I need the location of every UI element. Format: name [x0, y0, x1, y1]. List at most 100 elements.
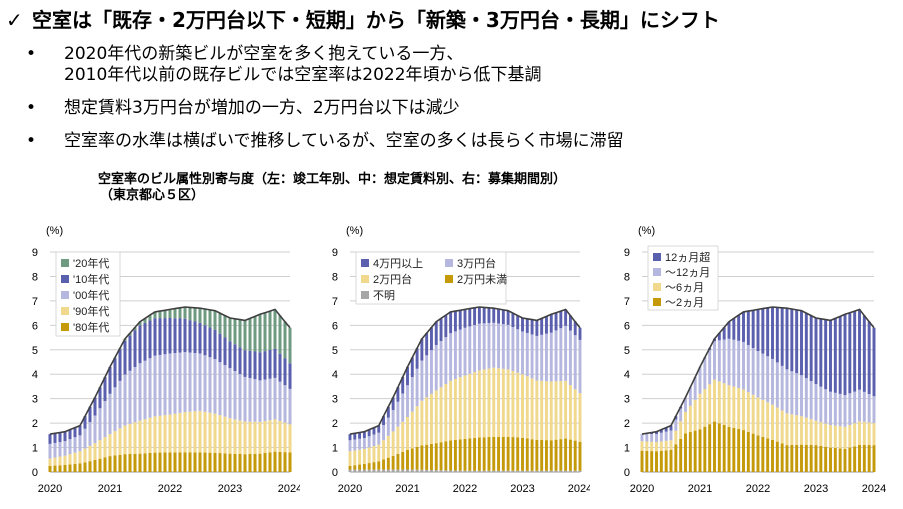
- bar-segment: [434, 470, 438, 472]
- bar-segment: [168, 309, 172, 318]
- bar-segment: [406, 385, 409, 417]
- y-tick-label: 4: [32, 369, 38, 381]
- y-axis-unit-label: (%): [346, 225, 363, 237]
- bar-segment: [751, 348, 755, 395]
- bar-segment: [68, 429, 72, 440]
- bar-segment: [525, 318, 529, 333]
- bar-segment: [578, 327, 582, 340]
- bar-segment: [742, 311, 745, 342]
- bar-segment: [173, 318, 177, 353]
- bar-segment: [549, 314, 553, 333]
- bar-segment: [516, 372, 520, 438]
- bar-segment: [737, 340, 741, 388]
- bar-segment: [862, 391, 866, 422]
- bar-segment: [540, 318, 544, 335]
- x-tick-label: 2021: [395, 483, 419, 495]
- bar-segment: [193, 452, 197, 472]
- bar-segment: [58, 456, 62, 466]
- bar-segment: [73, 452, 77, 464]
- bar-segment: [48, 465, 52, 472]
- bar-segment: [198, 322, 202, 354]
- bar-segment: [439, 318, 443, 342]
- legend-label: 3万円台: [457, 256, 496, 270]
- bar-segment: [771, 404, 774, 440]
- bar-segment: [288, 327, 292, 364]
- bar-segment: [88, 406, 92, 423]
- bar-segment: [545, 381, 548, 441]
- bar-segment: [693, 399, 697, 431]
- bar-segment: [751, 310, 755, 349]
- y-tick-label: 4: [624, 369, 630, 381]
- bar-segment: [742, 430, 745, 472]
- chart-by-vacancy-period: (%) 0 1 2 3 4 5 6 7 8 9 2020 2021 2022 2023 2024 12ヵ月超 ～1…: [624, 225, 886, 495]
- bar-segment: [549, 440, 553, 471]
- bar-segment: [525, 376, 529, 439]
- bar-segment: [722, 425, 726, 472]
- bar-segment: [173, 452, 177, 472]
- bar-segment: [358, 449, 362, 465]
- bar-segment: [506, 324, 510, 370]
- bar-segment: [367, 447, 371, 464]
- bar-segment: [410, 376, 414, 412]
- bar-segment: [506, 436, 510, 471]
- bar-segment: [377, 425, 381, 433]
- bar-segment: [113, 431, 117, 456]
- bar-segment: [258, 453, 262, 472]
- bar-segment: [477, 470, 481, 472]
- bar-segment: [98, 440, 102, 459]
- bar-segment: [708, 349, 712, 385]
- bar-segment: [273, 419, 277, 452]
- bar-segment: [819, 422, 823, 446]
- bar-segment: [415, 446, 419, 470]
- bar-segment: [458, 439, 462, 471]
- bar-segment: [545, 440, 548, 471]
- bar-segment: [761, 308, 765, 354]
- bar-segment: [564, 309, 568, 326]
- bar-segment: [650, 434, 654, 442]
- bar-segment: [525, 470, 529, 472]
- bullet-line: 2020年代の新築ビルが空室を多く抱えている一方、: [64, 44, 464, 64]
- bar-segment: [708, 384, 712, 425]
- bar-segment: [233, 453, 237, 472]
- page-title: ✓ 空室は「既存・2万円台以下・短期」から「新築・3万円台・長期」にシフト: [6, 4, 720, 33]
- bar-segment: [153, 452, 157, 472]
- bar-segment: [183, 307, 187, 319]
- bar-segment: [188, 411, 192, 453]
- y-tick-label: 6: [624, 320, 630, 332]
- bar-segment: [425, 333, 429, 356]
- bar-segment: [98, 408, 102, 441]
- bar-segment: [406, 417, 409, 450]
- bar-segment: [535, 320, 539, 336]
- bar-segment: [848, 393, 852, 426]
- chart-caption-line1: 空室率のビル属性別寄与度（左：竣工年別、中：想定賃料別、右：募集期間別）: [98, 172, 567, 187]
- bar-segment: [761, 399, 765, 437]
- bar-segment: [559, 311, 563, 329]
- bar-segment: [218, 313, 222, 334]
- bar-segment: [559, 328, 563, 382]
- y-tick-label: 7: [32, 296, 38, 308]
- legend-swatch: [61, 307, 69, 315]
- bar-segment: [684, 397, 687, 412]
- bar-segment: [829, 320, 832, 392]
- y-tick-label: 6: [32, 320, 38, 332]
- bar-segment: [258, 421, 262, 454]
- y-tick-label: 2: [332, 418, 338, 430]
- bar-segment: [516, 329, 520, 373]
- bar-segment: [858, 389, 861, 422]
- bar-segment: [143, 419, 147, 454]
- bar-segment: [273, 377, 277, 420]
- bar-segment: [63, 441, 67, 456]
- bar-segment: [208, 452, 212, 472]
- bar-segment: [203, 355, 207, 412]
- bar-segment: [751, 394, 755, 434]
- bar-segment: [511, 313, 515, 328]
- bar-segment: [123, 374, 127, 426]
- bar-segment: [410, 411, 414, 449]
- bar-segment: [63, 431, 67, 442]
- bar-segment: [549, 381, 553, 441]
- bar-segment: [645, 450, 649, 472]
- bar-segment: [727, 385, 731, 427]
- bar-segment: [268, 350, 272, 379]
- bar-segment: [391, 397, 395, 410]
- bar-segment: [746, 311, 750, 345]
